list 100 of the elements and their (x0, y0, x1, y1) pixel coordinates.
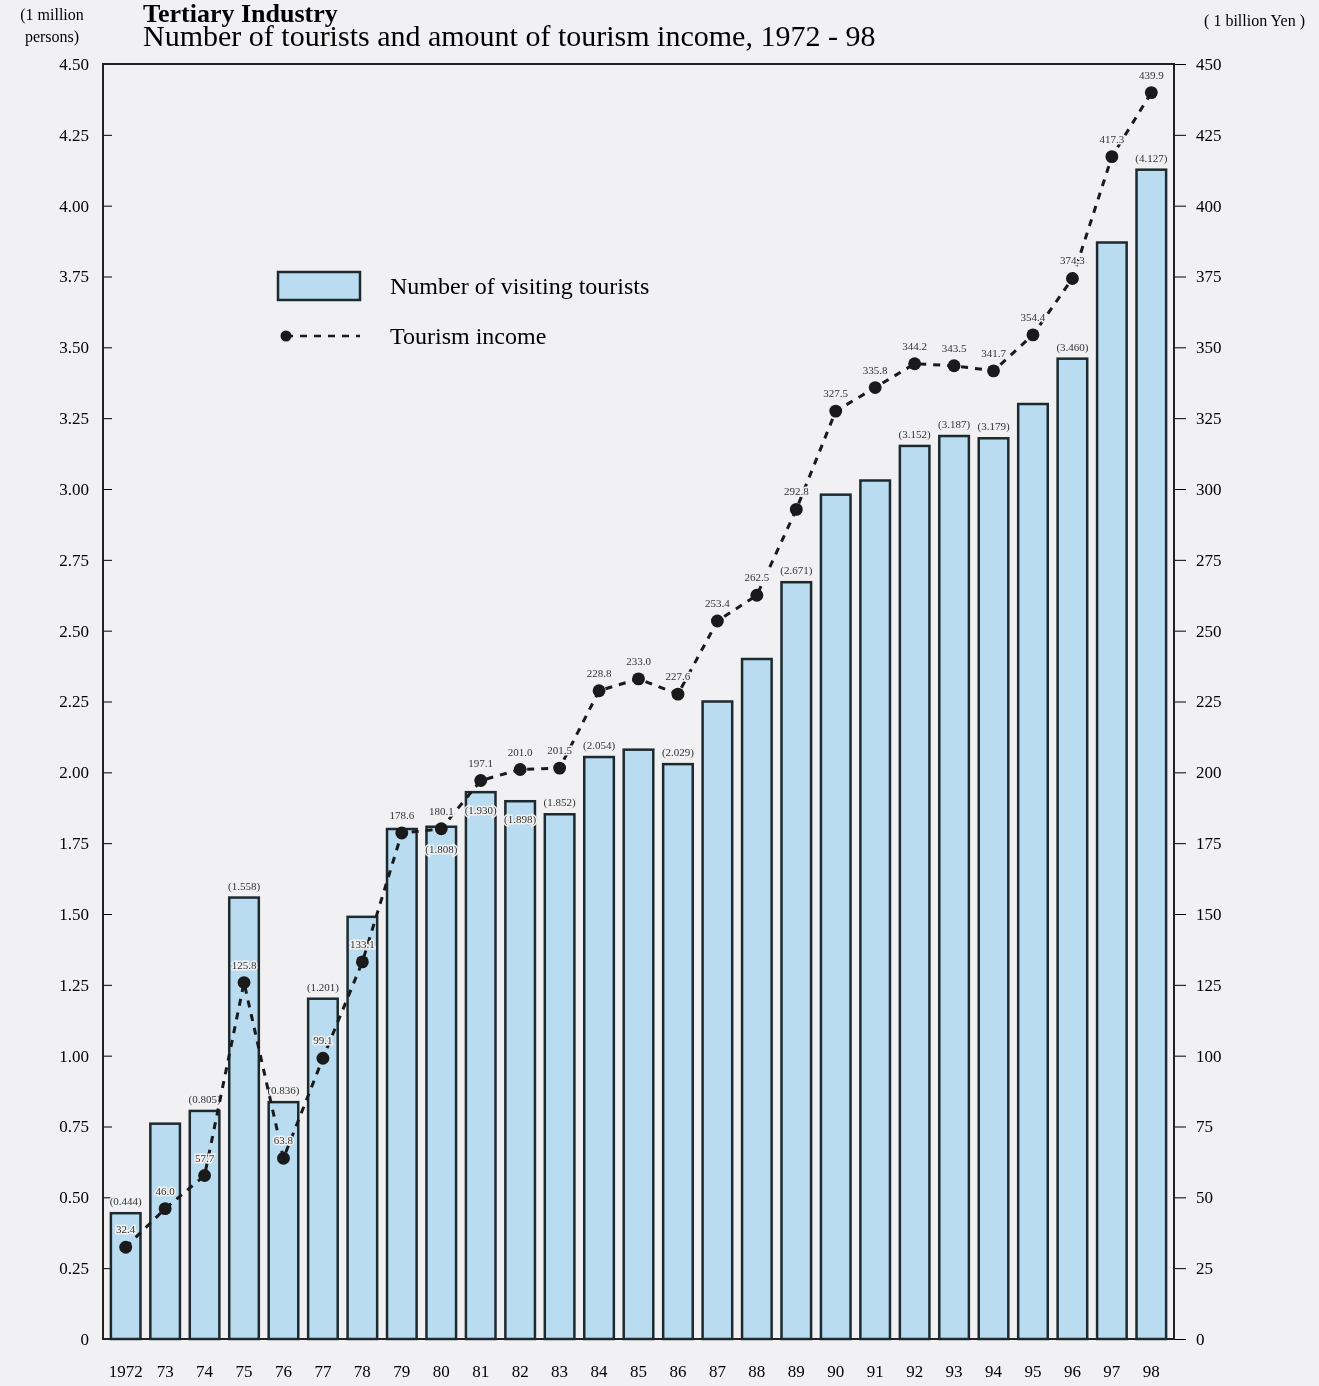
bar (543, 813, 576, 1341)
data-label: (4.127) (1135, 151, 1168, 165)
y-tick-label: 3.25 (59, 409, 89, 429)
y2-tick-label: 450 (1196, 54, 1222, 74)
bar (464, 790, 497, 1341)
x-tick-label: 85 (630, 1362, 647, 1382)
data-label: 262.5 (744, 571, 770, 584)
point (789, 502, 803, 516)
point (671, 687, 685, 701)
data-label: 344.2 (902, 339, 928, 352)
y2-tick-label: 175 (1196, 834, 1222, 854)
y-tick-label: 2.00 (59, 763, 89, 783)
bar (1016, 402, 1050, 1341)
bar (622, 748, 655, 1341)
data-label: 227.6 (665, 670, 691, 683)
y2-tick-label: 100 (1196, 1046, 1222, 1066)
y2-tick-label: 275 (1196, 550, 1222, 570)
bar (780, 580, 813, 1341)
point (710, 614, 724, 628)
x-tick-label: 97 (1103, 1362, 1121, 1382)
data-label: (1.201) (306, 980, 340, 994)
point (1026, 328, 1040, 342)
data-label: 292.8 (783, 485, 810, 498)
x-tick-label: 78 (353, 1362, 371, 1382)
point (1105, 150, 1119, 164)
x-tick-label: 77 (314, 1362, 332, 1382)
x-tick-label: 93 (945, 1362, 963, 1382)
x-tick-label: 74 (196, 1362, 214, 1382)
data-label: (0.836) (267, 1084, 300, 1098)
y-tick-label: 0.50 (59, 1188, 89, 1208)
data-label: 341.7 (981, 346, 1007, 359)
x-tick-label: 88 (748, 1362, 766, 1382)
point (908, 357, 922, 371)
y2-tick-label: 250 (1196, 621, 1222, 641)
x-tick-label: 89 (787, 1362, 805, 1382)
data-label: 228.8 (586, 666, 612, 679)
y2-axis-title: ( 1 billion Yen ) (1204, 12, 1305, 30)
bar (227, 896, 261, 1341)
bar (188, 1109, 221, 1341)
point (829, 404, 843, 418)
point (316, 1051, 330, 1065)
data-label: 233.0 (626, 654, 652, 667)
data-label: 343.5 (941, 341, 967, 354)
bar (385, 827, 418, 1341)
point (592, 684, 606, 698)
x-tick-label: 86 (669, 1362, 687, 1382)
y-tick-label: 4.25 (59, 125, 89, 145)
y2-tick-label: 325 (1196, 409, 1222, 429)
data-label: 201.0 (507, 745, 534, 758)
data-label: (1.852) (543, 796, 576, 810)
data-label: 253.4 (705, 597, 731, 610)
y-tick-label: 2.25 (59, 692, 89, 712)
y2-tick-label: 300 (1196, 479, 1222, 499)
y-tick-label: 4.50 (59, 54, 89, 74)
point (277, 1151, 290, 1165)
x-tick-label: 84 (590, 1362, 609, 1382)
point (434, 822, 448, 836)
bar (977, 437, 1010, 1341)
point (868, 381, 882, 394)
data-label: 417.3 (1099, 132, 1125, 145)
x-tick-label: 1972 (108, 1362, 143, 1382)
x-tick-label: 91 (866, 1362, 884, 1382)
point (632, 672, 645, 686)
y-tick-label: 2.50 (59, 621, 89, 641)
y2-tick-label: 200 (1196, 763, 1222, 783)
y2-tick-label: 400 (1196, 196, 1222, 216)
point (355, 955, 369, 969)
x-tick-label: 75 (235, 1362, 253, 1382)
bar (859, 479, 892, 1341)
bar (938, 434, 971, 1341)
y2-tick-label: 350 (1196, 338, 1222, 358)
bar (149, 1122, 182, 1341)
bar (1095, 241, 1128, 1341)
x-tick-label: 94 (985, 1362, 1003, 1382)
x-tick-label: 92 (906, 1362, 924, 1382)
bar (701, 700, 734, 1341)
point (513, 763, 527, 776)
x-tick-label: 73 (156, 1362, 174, 1382)
data-label: (3.187) (938, 418, 971, 432)
x-tick-label: 87 (708, 1362, 727, 1382)
y-tick-label: 1.75 (59, 834, 89, 854)
data-label: (2.029) (661, 746, 695, 760)
data-label: (1.558) (227, 879, 261, 893)
y-tick-label: 1.00 (59, 1046, 89, 1066)
bar (661, 762, 694, 1341)
bar (583, 755, 616, 1341)
y-tick-label: 0.25 (59, 1259, 89, 1279)
data-label: 125.8 (231, 958, 257, 971)
point (1144, 86, 1158, 100)
point (474, 774, 488, 787)
point (237, 976, 251, 989)
bar (109, 1211, 142, 1341)
data-label: 178.6 (389, 808, 415, 821)
data-label: (3.179) (977, 420, 1010, 434)
data-label: 46.0 (155, 1184, 176, 1197)
point (750, 588, 764, 602)
data-label: (2.671) (780, 564, 813, 578)
bar (267, 1100, 300, 1341)
data-label: 133.1 (349, 937, 375, 950)
x-tick-label: 95 (1024, 1362, 1042, 1382)
